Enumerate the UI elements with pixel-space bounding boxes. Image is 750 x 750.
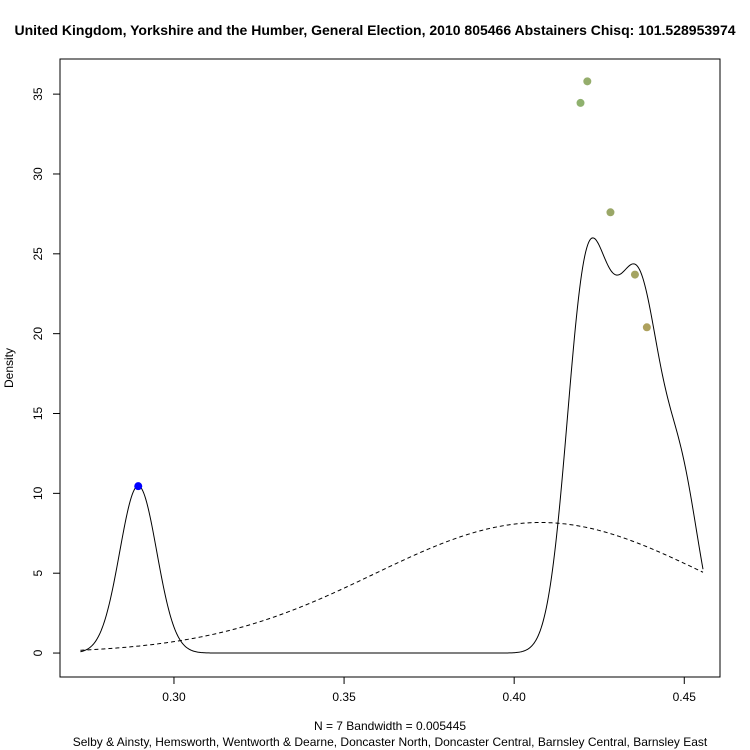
data-point — [642, 323, 651, 332]
y-tick-label: 25 — [31, 247, 45, 261]
chart-subtitle: Selby & Ainsty, Hemsworth, Wentworth & D… — [73, 735, 708, 749]
y-axis: 0 5 10 15 20 25 30 35 — [31, 87, 61, 656]
data-point — [583, 77, 592, 86]
x-tick-label: 0.40 — [502, 690, 526, 704]
data-points — [134, 77, 651, 491]
series-group — [80, 237, 704, 654]
x-tick-label: 0.45 — [673, 690, 697, 704]
chart-title: United Kingdom, Yorkshire and the Humber… — [14, 22, 735, 38]
x-tick-label: 0.35 — [332, 690, 356, 704]
y-tick-label: 0 — [31, 649, 45, 656]
data-point — [630, 270, 639, 279]
plot-area-frame — [59, 58, 721, 678]
y-tick-label: 30 — [31, 167, 45, 181]
y-tick-label: 5 — [31, 570, 45, 577]
normal-density-curve — [80, 522, 704, 651]
y-tick-label: 10 — [31, 486, 45, 500]
x-tick-label: 0.30 — [162, 690, 186, 704]
y-tick-label: 20 — [31, 327, 45, 341]
x-axis: 0.30 0.35 0.40 0.45 — [162, 676, 697, 704]
data-point — [576, 98, 585, 107]
x-axis-label: N = 7 Bandwidth = 0.005445 — [314, 719, 466, 733]
y-tick-label: 15 — [31, 407, 45, 421]
data-point — [606, 208, 615, 217]
y-axis-label: Density — [2, 348, 16, 388]
y-tick-label: 35 — [31, 87, 45, 101]
data-point — [134, 482, 143, 491]
kernel-density-curve — [80, 237, 704, 654]
